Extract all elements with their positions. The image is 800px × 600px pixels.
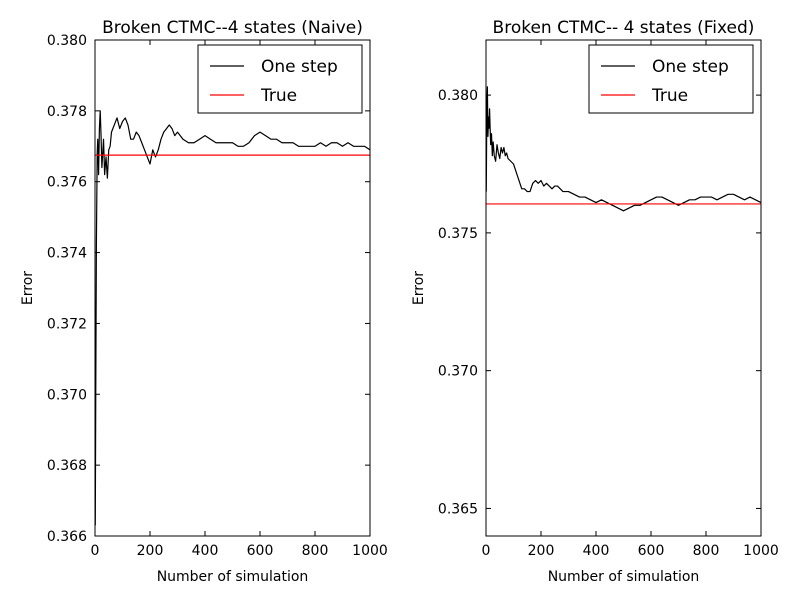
y-tick-label: 0.378 xyxy=(47,104,87,120)
chart-title: Broken CTMC-- 4 states (Fixed) xyxy=(493,18,755,38)
y-tick-label: 0.380 xyxy=(47,33,87,49)
x-tick-label: 1000 xyxy=(743,543,779,559)
x-tick-label: 200 xyxy=(137,543,164,559)
legend-label: One step xyxy=(652,57,729,77)
x-axis-label: Number of simulation xyxy=(548,569,700,585)
series-line-one-step xyxy=(486,86,761,212)
x-tick-label: 1000 xyxy=(352,543,388,559)
x-tick-label: 600 xyxy=(247,543,274,559)
legend-label: One step xyxy=(261,57,338,77)
y-tick-label: 0.368 xyxy=(47,458,87,474)
y-tick-label: 0.365 xyxy=(438,501,478,517)
legend-label: True xyxy=(260,86,297,106)
x-tick-label: 800 xyxy=(302,543,329,559)
subplot-2: 0 200 400 600 800 1000 0.365 0.370 0.375 0.380 Bro… xyxy=(411,18,779,585)
x-tick-label: 400 xyxy=(583,543,610,559)
y-axis-label: Error xyxy=(20,271,36,305)
subplot-1: 0 200 400 600 800 1000 0.366 0.368 0.370 0.372 0.3… xyxy=(20,18,388,585)
y-tick-label: 0.370 xyxy=(438,364,478,380)
legend-box xyxy=(588,44,754,114)
axes-frame xyxy=(94,39,371,537)
chart-title: Broken CTMC--4 states (Naive) xyxy=(102,18,363,38)
y-tick-label: 0.375 xyxy=(438,226,478,242)
x-axis-label: Number of simulation xyxy=(157,569,309,585)
x-tick-label: 800 xyxy=(693,543,720,559)
x-tick-label: 600 xyxy=(638,543,665,559)
y-tick-label: 0.370 xyxy=(47,387,87,403)
legend: One step True xyxy=(197,44,363,114)
y-tick-label: 0.366 xyxy=(47,529,87,545)
series-line-one-step xyxy=(95,110,370,526)
y-tick-label: 0.380 xyxy=(438,88,478,104)
legend-box xyxy=(197,44,363,114)
x-tick-label: 200 xyxy=(528,543,555,559)
x-tick-label: 0 xyxy=(91,543,100,559)
legend-label: True xyxy=(651,86,688,106)
y-tick-label: 0.376 xyxy=(47,175,87,191)
legend: One step True xyxy=(588,44,754,114)
y-axis-label: Error xyxy=(411,271,427,305)
y-tick-label: 0.374 xyxy=(47,246,87,262)
y-tick-label: 0.372 xyxy=(47,316,87,332)
x-tick-label: 400 xyxy=(192,543,219,559)
axes-frame xyxy=(485,39,762,537)
x-tick-label: 0 xyxy=(482,543,491,559)
